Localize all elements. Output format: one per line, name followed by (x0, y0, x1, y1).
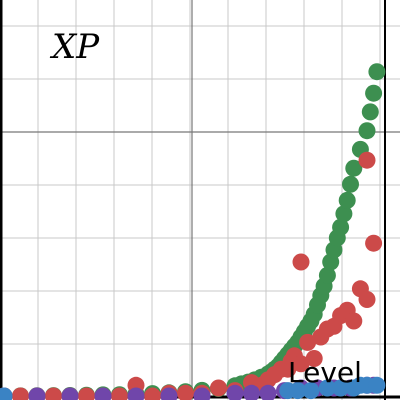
data-point-series-4 (289, 382, 307, 400)
x-axis-label: Level (288, 356, 362, 389)
data-point-series-2 (144, 387, 161, 400)
data-point-series-3 (94, 387, 112, 400)
data-point-series-1 (332, 218, 350, 236)
data-point-series-1 (345, 159, 363, 177)
data-point-series-2 (365, 234, 383, 252)
data-point-series-1 (365, 84, 383, 102)
data-point-series-2 (305, 350, 323, 367)
data-point-series-4 (332, 379, 350, 397)
data-point-series-2 (78, 387, 95, 400)
data-point-series-3 (160, 387, 178, 400)
data-point-series-1 (338, 191, 356, 209)
data-point-series-4 (302, 382, 320, 400)
data-point-series-3 (226, 384, 244, 400)
data-point-series-2 (12, 387, 29, 400)
data-point-series-2 (177, 384, 194, 400)
data-point-series-1 (342, 175, 359, 193)
data-point-series-3 (28, 387, 46, 400)
data-point-series-1 (318, 266, 336, 284)
data-point-series-1 (368, 63, 386, 81)
data-point-series-2 (358, 291, 376, 308)
data-point-series-2 (111, 387, 128, 400)
data-point-series-2 (299, 333, 317, 351)
y-axis-label: XP (49, 27, 100, 67)
data-point-series-3 (193, 387, 211, 400)
data-point-series-2 (292, 253, 310, 271)
data-point-series-2 (210, 379, 227, 397)
data-point-series-3 (243, 384, 260, 400)
data-point-series-4 (318, 379, 336, 397)
data-point-series-1 (361, 103, 379, 121)
data-point-series-2 (45, 387, 62, 400)
data-point-series-1 (335, 205, 353, 223)
data-point-series-3 (259, 384, 277, 400)
data-point-series-4 (368, 376, 386, 394)
data-point-series-3 (127, 387, 145, 400)
data-points (0, 63, 386, 400)
data-point-series-4 (0, 387, 13, 400)
data-point-series-2 (292, 355, 310, 373)
data-point-series-2 (345, 312, 363, 330)
data-point-series-1 (358, 122, 376, 140)
data-point-series-2 (358, 151, 376, 169)
data-point-series-3 (61, 387, 79, 400)
